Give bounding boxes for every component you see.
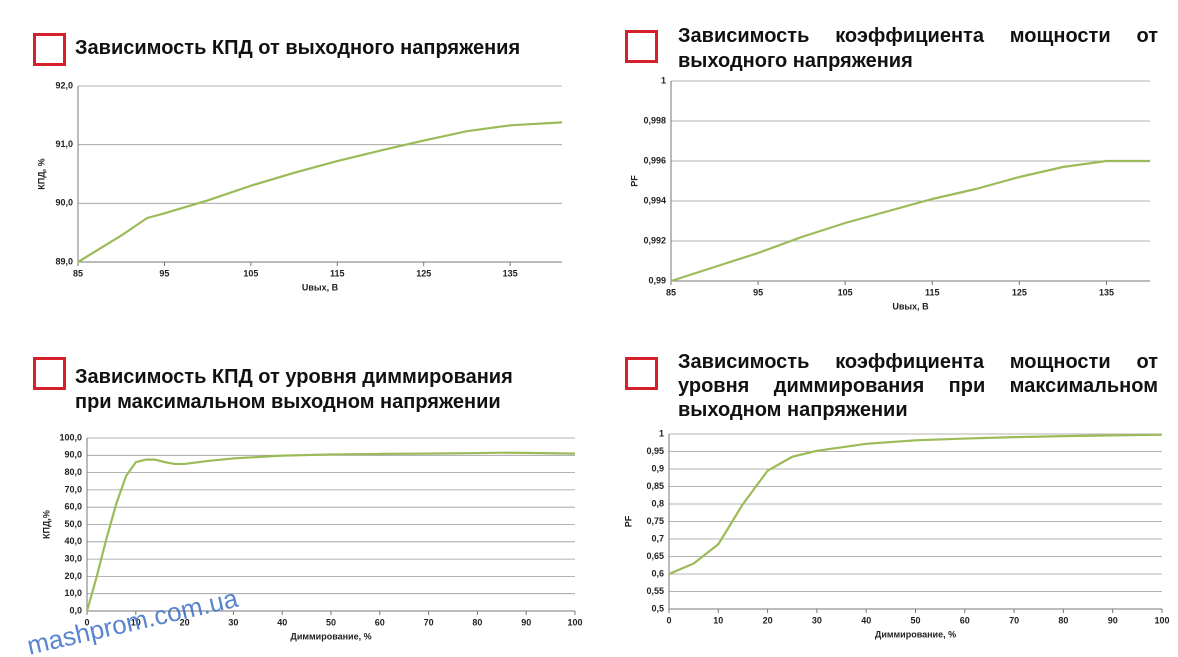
x-axis-label: Диммирование, %	[875, 629, 956, 639]
y-tick-label: 0,5	[651, 603, 664, 613]
title-icon	[33, 33, 66, 66]
y-tick-label: 0,99	[648, 275, 666, 285]
y-tick-label: 0,6	[651, 568, 664, 578]
data-line	[77, 121, 563, 263]
x-tick-label: 30	[228, 617, 238, 627]
y-tick-label: 91,0	[55, 139, 73, 149]
x-tick-label: 125	[416, 268, 431, 278]
x-axis-label: Uвых, В	[892, 301, 929, 311]
title-icon	[625, 30, 658, 63]
x-tick-label: 115	[330, 268, 345, 278]
y-axis-label: КПД,%	[41, 510, 51, 539]
y-tick-label: 10,0	[64, 588, 82, 598]
x-tick-label: 70	[1009, 615, 1019, 625]
x-tick-label: 20	[180, 617, 190, 627]
x-tick-label: 50	[326, 617, 336, 627]
x-tick-label: 60	[960, 615, 970, 625]
x-tick-label: 85	[73, 268, 83, 278]
y-tick-label: 0,998	[643, 115, 666, 125]
y-tick-label: 89,0	[55, 256, 73, 266]
y-tick-label: 50,0	[64, 519, 82, 529]
y-tick-label: 0,55	[646, 586, 664, 596]
y-tick-label: 0,7	[651, 533, 664, 543]
x-tick-label: 125	[1012, 287, 1027, 297]
y-tick-label: 100,0	[59, 432, 82, 442]
x-tick-label: 0	[666, 615, 671, 625]
y-tick-label: 0,992	[643, 235, 666, 245]
x-tick-label: 60	[375, 617, 385, 627]
x-tick-label: 10	[131, 617, 141, 627]
chart-title: Зависимость КПД от уровня диммирования п…	[75, 366, 513, 413]
x-tick-label: 30	[812, 615, 822, 625]
x-tick-label: 80	[472, 617, 482, 627]
x-axis-label: Диммирование, %	[290, 631, 371, 641]
x-tick-label: 20	[763, 615, 773, 625]
x-tick-label: 95	[159, 268, 169, 278]
x-tick-label: 100	[1154, 615, 1169, 625]
x-tick-label: 0	[84, 617, 89, 627]
y-tick-label: 0,996	[643, 155, 666, 165]
y-tick-label: 0,85	[646, 481, 664, 491]
y-tick-label: 90,0	[64, 450, 82, 460]
x-tick-label: 135	[503, 268, 518, 278]
y-tick-label: 0,75	[646, 516, 664, 526]
title-icon	[33, 357, 66, 390]
y-tick-label: 0,0	[69, 605, 82, 615]
y-axis-label: PF	[623, 515, 633, 527]
y-tick-label: 60,0	[64, 502, 82, 512]
x-tick-label: 80	[1058, 615, 1068, 625]
y-axis-label: PF	[629, 175, 639, 187]
x-tick-label: 90	[521, 617, 531, 627]
title-icon	[625, 357, 658, 390]
x-tick-label: 90	[1108, 615, 1118, 625]
x-tick-label: 10	[713, 615, 723, 625]
x-tick-label: 105	[243, 268, 258, 278]
y-tick-label: 80,0	[64, 467, 82, 477]
y-tick-label: 40,0	[64, 536, 82, 546]
y-tick-label: 1	[661, 75, 666, 85]
y-tick-label: 1	[659, 428, 664, 438]
y-tick-label: 92,0	[55, 80, 73, 90]
y-axis-label: КПД, %	[36, 158, 46, 189]
data-line	[670, 159, 1150, 283]
x-tick-label: 135	[1099, 287, 1114, 297]
x-tick-label: 50	[910, 615, 920, 625]
y-tick-label: 0,65	[646, 551, 664, 561]
x-tick-label: 100	[567, 617, 582, 627]
chart-title: Зависимость коэффициента мощности от вых…	[678, 25, 1158, 72]
x-tick-label: 105	[838, 287, 853, 297]
y-tick-label: 20,0	[64, 571, 82, 581]
x-tick-label: 70	[424, 617, 434, 627]
y-tick-label: 0,9	[651, 463, 664, 473]
x-axis-label: Uвых, В	[302, 282, 339, 292]
y-tick-label: 0,994	[643, 195, 666, 205]
x-tick-label: 85	[666, 287, 676, 297]
data-line	[85, 451, 576, 612]
x-tick-label: 40	[861, 615, 871, 625]
x-tick-label: 95	[753, 287, 763, 297]
data-line	[668, 433, 1163, 576]
y-tick-label: 0,8	[651, 498, 664, 508]
x-tick-label: 115	[925, 287, 940, 297]
chart-title: Зависимость КПД от выходного напряжения	[75, 37, 521, 59]
y-tick-label: 70,0	[64, 484, 82, 494]
x-tick-label: 40	[277, 617, 287, 627]
y-tick-label: 90,0	[55, 198, 73, 208]
y-tick-label: 0,95	[646, 446, 664, 456]
chart-title: Зависимость коэффициента мощности от уро…	[678, 351, 1158, 421]
y-tick-label: 30,0	[64, 553, 82, 563]
